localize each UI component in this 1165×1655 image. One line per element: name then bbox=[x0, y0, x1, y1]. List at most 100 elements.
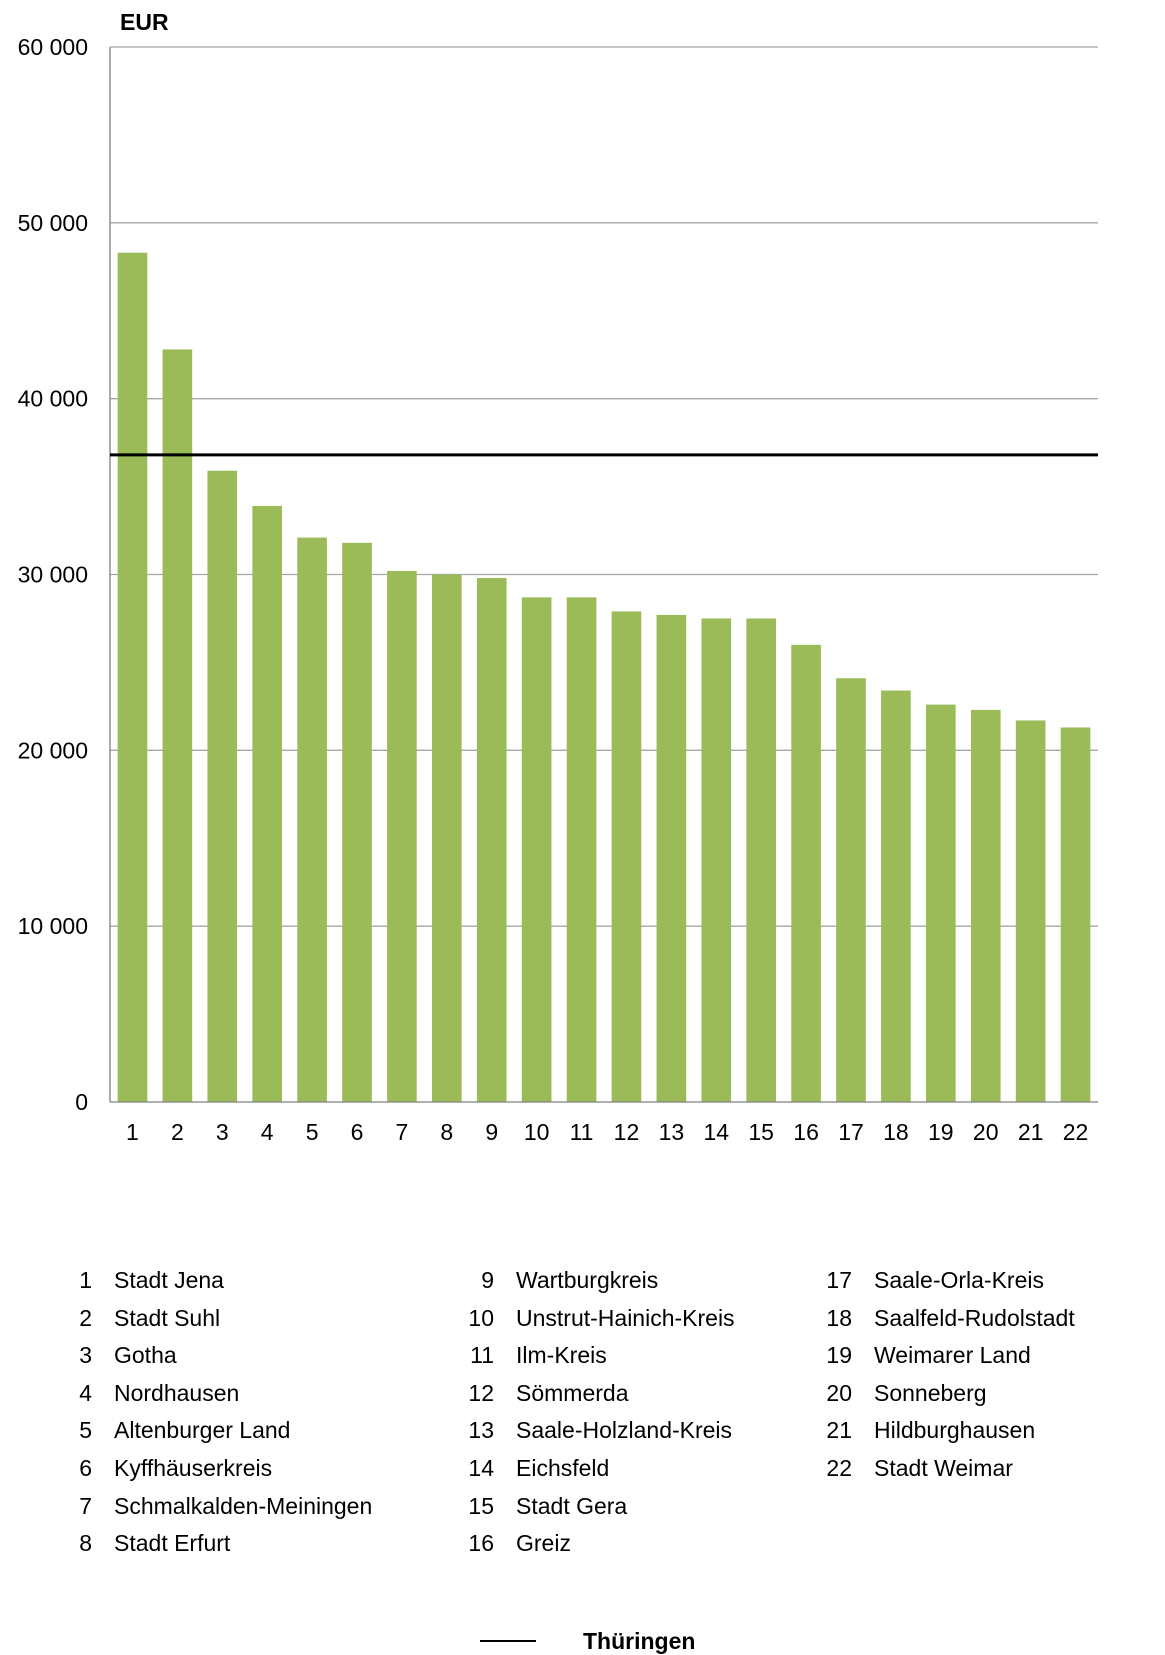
bar-5 bbox=[297, 537, 327, 1102]
legend-item: 17 Saale-Orla-Kreis bbox=[820, 1262, 1075, 1300]
legend-item: 21 Hildburghausen bbox=[820, 1412, 1075, 1450]
bar-17 bbox=[836, 678, 866, 1102]
legend-item-number: 7 bbox=[79, 1492, 92, 1519]
x-tick-label: 12 bbox=[614, 1119, 640, 1145]
legend-item: 15 Stadt Gera bbox=[462, 1488, 735, 1526]
bar-15 bbox=[746, 618, 777, 1102]
legend-item-name: Ilm-Kreis bbox=[516, 1342, 607, 1369]
bar-1 bbox=[117, 252, 148, 1103]
legend-item-name: Greiz bbox=[516, 1530, 571, 1557]
legend-item-name: Stadt Erfurt bbox=[114, 1530, 231, 1557]
bar-22 bbox=[1060, 727, 1091, 1102]
legend-item-number: 16 bbox=[468, 1530, 494, 1557]
legend-item-name: Stadt Jena bbox=[114, 1267, 224, 1293]
legend-item-number: 17 bbox=[826, 1267, 852, 1293]
legend-item: 1 Stadt Jena bbox=[62, 1262, 372, 1300]
legend-item: 2 Stadt Suhl bbox=[62, 1300, 372, 1338]
legend-item: 11 Ilm-Kreis bbox=[462, 1337, 735, 1375]
bar-10 bbox=[521, 597, 552, 1102]
x-tick-label: 15 bbox=[748, 1119, 774, 1145]
bar-chart: EUR 0 10 000 20 000 30 000 40 000 50 000 60 00… bbox=[18, 9, 1098, 1145]
x-tick-label: 7 bbox=[396, 1119, 409, 1145]
legend-item-number: 12 bbox=[468, 1379, 494, 1406]
legend-item-name: Kyffhäuserkreis bbox=[114, 1454, 273, 1481]
legend-item-name: Eichsfeld bbox=[516, 1454, 610, 1481]
bar-19 bbox=[925, 704, 956, 1102]
legend-item: 19 Weimarer Land bbox=[820, 1337, 1075, 1375]
x-tick-label: 9 bbox=[485, 1119, 498, 1145]
reference-line-swatch bbox=[480, 1640, 536, 1642]
legend-item-name: Altenburger Land bbox=[114, 1417, 291, 1444]
legend-item-number: 19 bbox=[826, 1342, 852, 1369]
bar-13 bbox=[656, 614, 687, 1102]
x-tick-label: 20 bbox=[973, 1119, 999, 1145]
legend-item-number: 5 bbox=[79, 1417, 92, 1444]
x-tick-label: 16 bbox=[793, 1119, 819, 1145]
legend-item-number: 2 bbox=[79, 1304, 92, 1331]
legend-item-number: 9 bbox=[481, 1267, 494, 1293]
bar-16 bbox=[791, 644, 821, 1102]
legend-item: 10 Unstrut-Hainich-Kreis bbox=[462, 1300, 735, 1338]
legend-item: 13 Saale-Holzland-Kreis bbox=[462, 1412, 735, 1450]
legend-item-name: Sömmerda bbox=[516, 1379, 629, 1406]
x-tick-label: 5 bbox=[306, 1119, 319, 1145]
bar-11 bbox=[566, 597, 597, 1102]
reference-line-label: Thüringen bbox=[583, 1628, 696, 1654]
legend-item-name: Stadt Gera bbox=[516, 1492, 628, 1519]
x-tick-label: 13 bbox=[659, 1119, 685, 1145]
legend-item-number: 20 bbox=[826, 1379, 852, 1406]
y-axis-ticks: 0 10 000 20 000 30 000 40 000 50 000 60 000 bbox=[18, 34, 88, 1115]
x-tick-label: 6 bbox=[351, 1119, 364, 1145]
legend-item-number: 15 bbox=[468, 1492, 494, 1519]
legend-item-name: Wartburgkreis bbox=[516, 1267, 659, 1293]
x-tick-label: 10 bbox=[524, 1119, 550, 1145]
bar-3 bbox=[207, 470, 238, 1103]
legend-item-number: 4 bbox=[79, 1379, 92, 1406]
legend-column-3: 17 Saale-Orla-Kreis 18 Saalfeld-Rudolstadt 1… bbox=[820, 1262, 1075, 1488]
y-tick-label: 30 000 bbox=[18, 562, 88, 588]
legend-item: 7 Schmalkalden-Meiningen bbox=[62, 1488, 372, 1526]
legend-item-name: Stadt Suhl bbox=[114, 1304, 221, 1331]
legend-item-number: 8 bbox=[79, 1530, 92, 1557]
x-tick-label: 2 bbox=[171, 1119, 184, 1145]
y-tick-label: 10 000 bbox=[18, 913, 88, 939]
legend-item-number: 3 bbox=[79, 1342, 92, 1369]
x-tick-label: 22 bbox=[1063, 1119, 1089, 1145]
legend-item-number: 11 bbox=[470, 1342, 494, 1369]
legend-item: 12 Sömmerda bbox=[462, 1375, 735, 1413]
legend-item-name: Nordhausen bbox=[114, 1379, 240, 1406]
legend-item-number: 14 bbox=[468, 1454, 494, 1481]
x-tick-label: 8 bbox=[440, 1119, 453, 1145]
bar-4 bbox=[252, 505, 283, 1102]
x-tick-label: 14 bbox=[703, 1119, 729, 1145]
x-tick-label: 4 bbox=[261, 1119, 274, 1145]
bar-6 bbox=[342, 542, 372, 1102]
legend-item-name: Stadt Weimar bbox=[874, 1454, 1013, 1481]
legend-item: 16 Greiz bbox=[462, 1525, 735, 1563]
x-tick-label: 19 bbox=[928, 1119, 954, 1145]
legend-item-number: 6 bbox=[79, 1454, 92, 1481]
legend-column-1: 1 Stadt Jena 2 Stadt Suhl 3 Gotha 4 Nordhausen 5… bbox=[62, 1262, 372, 1563]
bar-12 bbox=[611, 611, 642, 1102]
bar-2 bbox=[162, 349, 193, 1102]
y-tick-label: 20 000 bbox=[18, 737, 88, 763]
bar-8 bbox=[431, 574, 462, 1102]
legend-item-number: 10 bbox=[468, 1304, 494, 1331]
y-axis-unit-label: EUR bbox=[120, 9, 169, 35]
legend-item-name: Gotha bbox=[114, 1342, 177, 1369]
bar-20 bbox=[970, 709, 1001, 1102]
bar-14 bbox=[701, 618, 732, 1102]
bar-7 bbox=[387, 570, 417, 1102]
legend-item: 20 Sonneberg bbox=[820, 1375, 1075, 1413]
legend-item: 3 Gotha bbox=[62, 1337, 372, 1375]
bar-9 bbox=[476, 578, 507, 1102]
legend-item-name: Saale-Orla-Kreis bbox=[874, 1267, 1044, 1293]
legend-item-number: 18 bbox=[826, 1304, 852, 1331]
x-tick-label: 18 bbox=[883, 1119, 909, 1145]
legend-item-name: Unstrut-Hainich-Kreis bbox=[516, 1304, 735, 1331]
legend-item: 5 Altenburger Land bbox=[62, 1412, 372, 1450]
legend-item: 8 Stadt Erfurt bbox=[62, 1525, 372, 1563]
legend-item: 9 Wartburgkreis bbox=[462, 1262, 735, 1300]
y-tick-label: 0 bbox=[75, 1089, 88, 1115]
legend-item-name: Saale-Holzland-Kreis bbox=[516, 1417, 733, 1444]
